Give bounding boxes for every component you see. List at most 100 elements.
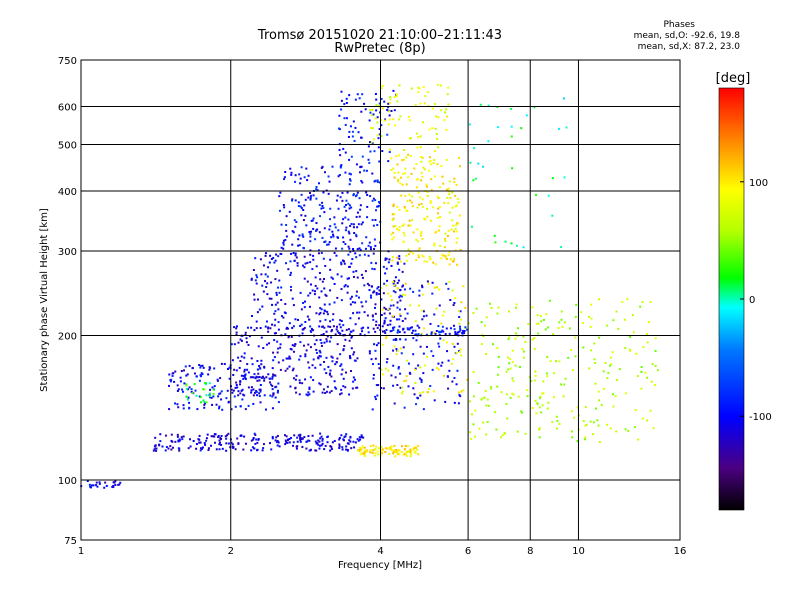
scatter-point (283, 434, 286, 437)
scatter-point (272, 359, 275, 362)
scatter-point (413, 446, 416, 449)
scatter-point (482, 335, 485, 338)
scatter-point (372, 197, 375, 200)
scatter-point (536, 314, 539, 317)
y-tick-label: 75 (64, 536, 77, 547)
scatter-point (282, 204, 285, 207)
scatter-point (509, 367, 512, 370)
scatter-point (298, 244, 301, 247)
scatter-point (288, 355, 291, 358)
scatter-point (399, 294, 402, 297)
scatter-point (594, 382, 597, 385)
scatter-point (360, 165, 363, 168)
scatter-point (257, 372, 260, 375)
scatter-point (436, 163, 439, 166)
scatter-point (650, 380, 653, 383)
scatter-point (452, 358, 455, 361)
scatter-point (533, 106, 536, 109)
scatter-point (348, 232, 351, 235)
scatter-point (405, 450, 408, 453)
scatter-point (262, 447, 265, 450)
scatter-point (239, 405, 242, 408)
scatter-point (377, 342, 380, 345)
scatter-point (454, 333, 457, 336)
scatter-point (557, 327, 560, 330)
scatter-point (193, 383, 196, 386)
scatter-point (370, 114, 373, 117)
scatter-point (454, 205, 457, 208)
scatter-point (399, 347, 402, 350)
scatter-point (338, 447, 341, 450)
scatter-point (441, 253, 444, 256)
scatter-point (210, 435, 213, 438)
scatter-point (380, 135, 383, 138)
scatter-point (272, 351, 275, 354)
scatter-point (612, 319, 615, 322)
scatter-point (441, 325, 444, 328)
scatter-point (277, 286, 280, 289)
scatter-point (217, 407, 220, 410)
scatter-point (323, 171, 326, 174)
scatter-point (320, 344, 323, 347)
scatter-point (95, 484, 98, 487)
scatter-point (432, 354, 435, 357)
scatter-point (463, 332, 466, 335)
scatter-point (271, 395, 274, 398)
scatter-point (369, 248, 372, 251)
scatter-point (377, 137, 380, 140)
scatter-point (256, 359, 259, 362)
scatter-point (593, 358, 596, 361)
scatter-point (306, 394, 309, 397)
scatter-point (198, 434, 201, 437)
scatter-point (617, 327, 620, 330)
scatter-point (511, 349, 514, 352)
scatter-point (262, 290, 265, 293)
scatter-point (340, 363, 343, 366)
scatter-point (393, 109, 396, 112)
scatter-point (386, 108, 389, 111)
scatter-point (475, 307, 478, 310)
scatter-point (385, 284, 388, 287)
scatter-point (277, 255, 280, 258)
scatter-point (271, 323, 274, 326)
scatter-point (420, 202, 423, 205)
scatter-point (507, 368, 510, 371)
scatter-point (318, 349, 321, 352)
scatter-point (328, 391, 331, 394)
scatter-point (585, 423, 588, 426)
scatter-point (200, 375, 203, 378)
scatter-point (349, 173, 352, 176)
x-tick-label: 6 (465, 546, 471, 557)
scatter-point (311, 219, 314, 222)
scatter-point (276, 340, 279, 343)
scatter-point (280, 286, 283, 289)
scatter-point (390, 374, 393, 377)
scatter-point (240, 355, 243, 358)
scatter-point (239, 383, 242, 386)
scatter-point (358, 436, 361, 439)
scatter-point (374, 244, 377, 247)
scatter-point (392, 304, 395, 307)
scatter-point (309, 448, 312, 451)
scatter-point (293, 219, 296, 222)
scatter-point (404, 444, 407, 447)
scatter-point (242, 393, 245, 396)
scatter-point (338, 323, 341, 326)
scatter-point (362, 326, 365, 329)
scatter-point (284, 170, 287, 173)
scatter-point (343, 103, 346, 106)
scatter-point (239, 392, 242, 395)
scatter-point (260, 273, 263, 276)
scatter-point (448, 250, 451, 253)
chart-title: Tromsø 20151020 21:10:00–21:11:43 (257, 28, 503, 43)
scatter-point (438, 225, 441, 228)
scatter-point (266, 343, 269, 346)
scatter-point (229, 446, 232, 449)
scatter-point (319, 351, 322, 354)
scatter-point (581, 322, 584, 325)
scatter-point (548, 299, 551, 302)
scatter-point (308, 393, 311, 396)
scatter-point (276, 444, 279, 447)
scatter-point (317, 252, 320, 255)
scatter-point (339, 326, 342, 329)
